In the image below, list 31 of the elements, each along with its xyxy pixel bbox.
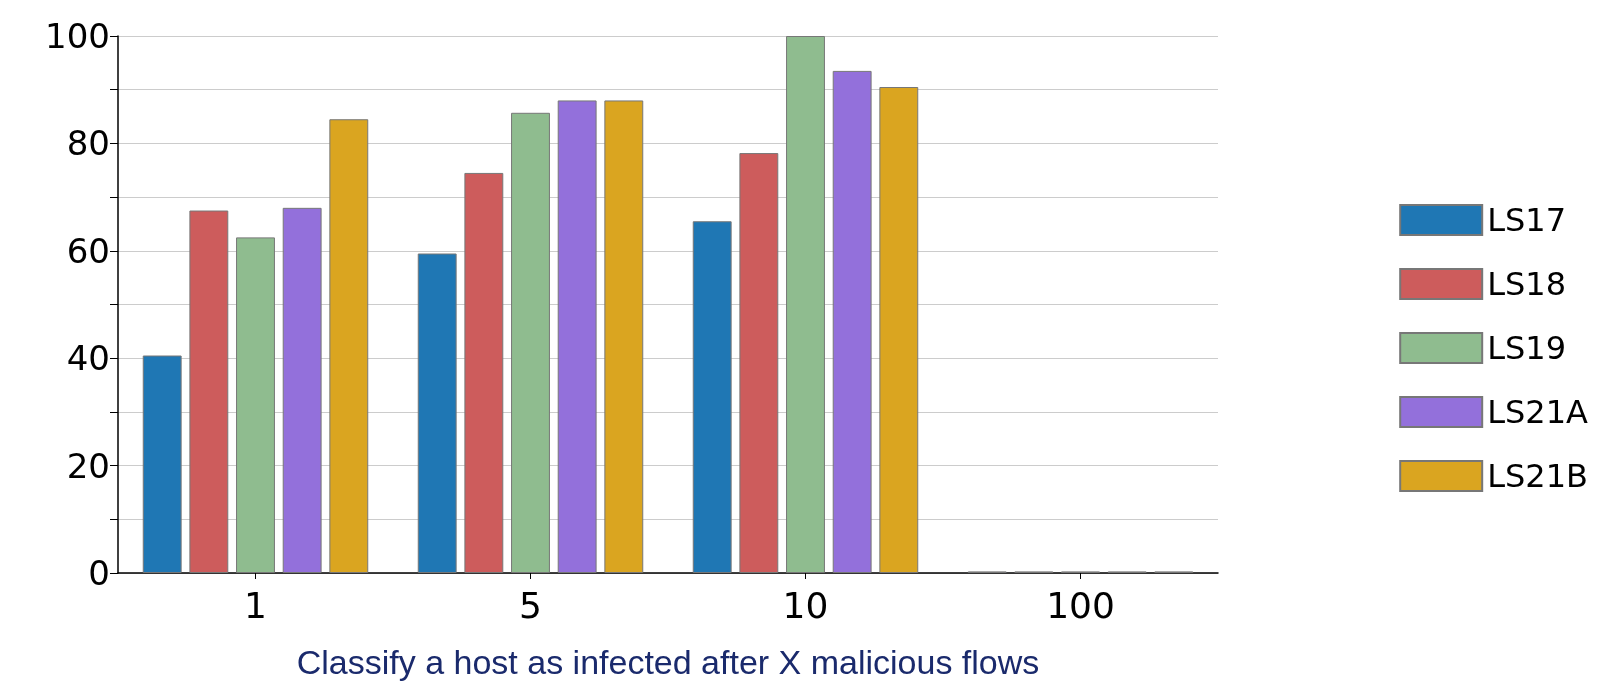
bar bbox=[464, 172, 504, 573]
legend-label: LS18 bbox=[1487, 265, 1567, 303]
legend-label: LS19 bbox=[1487, 329, 1567, 367]
legend-label: LS21A bbox=[1487, 393, 1589, 431]
x-tick-label: 100 bbox=[1046, 584, 1115, 626]
legend-label: LS17 bbox=[1487, 201, 1567, 239]
bar bbox=[739, 153, 779, 573]
bar bbox=[511, 112, 550, 573]
y-tick-label: 0 bbox=[88, 553, 110, 593]
y-tick-label: 100 bbox=[45, 16, 110, 56]
bar bbox=[604, 100, 644, 573]
bar bbox=[236, 237, 275, 573]
bar bbox=[832, 70, 872, 573]
bar bbox=[786, 36, 825, 573]
bar bbox=[557, 100, 597, 573]
y-tick-label: 20 bbox=[66, 445, 110, 486]
y-tick-label: 80 bbox=[66, 123, 110, 164]
x-tick-label: 10 bbox=[782, 584, 829, 626]
bar bbox=[417, 253, 457, 573]
bar bbox=[879, 87, 919, 573]
x-tick-label: 5 bbox=[519, 584, 542, 626]
bar bbox=[142, 355, 182, 573]
bar bbox=[282, 207, 322, 573]
bar bbox=[329, 119, 369, 573]
legend-label: LS21B bbox=[1487, 457, 1588, 495]
y-tick-label: 60 bbox=[66, 230, 110, 271]
bar bbox=[692, 221, 732, 573]
y-tick-label: 40 bbox=[66, 338, 110, 379]
x-tick-label: 1 bbox=[244, 584, 267, 626]
x-axis-title: Classify a host as infected after X malicious flows bbox=[296, 643, 1040, 681]
bar bbox=[189, 210, 229, 573]
